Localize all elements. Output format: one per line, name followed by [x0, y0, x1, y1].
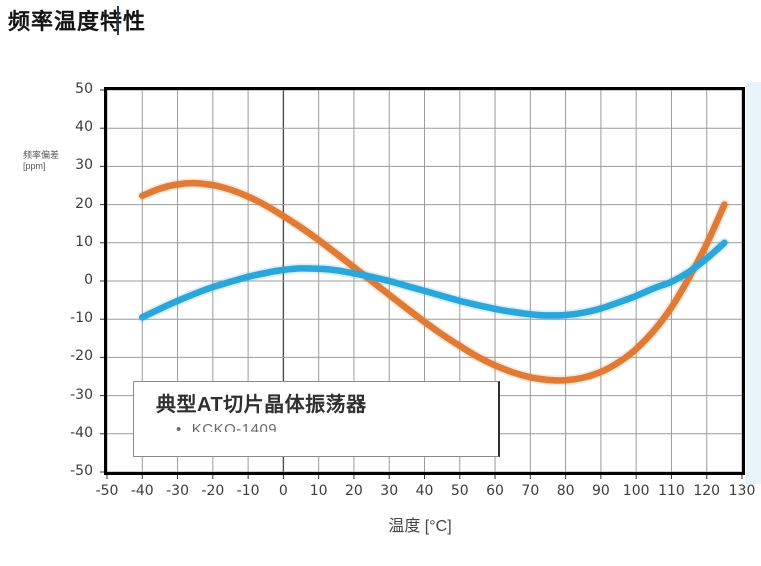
x-tick-label: 130 — [728, 483, 756, 499]
y-tick-label: 40 — [75, 119, 93, 136]
legend-item-text: KCKO-1409 — [191, 421, 278, 432]
y-tick-label: -20 — [70, 348, 93, 365]
legend-item-clipped: • KCKO-1409 — [176, 420, 456, 432]
legend-box: 典型AT切片晶体振荡器 • KCKO-1409 — [133, 381, 500, 457]
x-tick-label: 100 — [622, 483, 650, 499]
edge-artifact — [746, 82, 761, 484]
x-tick-label: 50 — [450, 483, 469, 499]
y-tick-label: -10 — [70, 310, 93, 327]
x-tick-label: -50 — [95, 483, 119, 499]
x-tick-label: 30 — [380, 483, 399, 499]
y-tick-label: -40 — [70, 424, 93, 441]
y-tick-label: 30 — [75, 157, 93, 174]
x-tick-label: 60 — [486, 483, 504, 499]
y-tick-label: 0 — [84, 272, 93, 288]
x-tick-label: 70 — [521, 483, 540, 499]
text-cursor — [117, 6, 119, 35]
legend-item: • KCKO-1409 — [176, 420, 456, 432]
legend-title: 典型AT切片晶体振荡器 — [156, 394, 367, 416]
series-curve-0 — [139, 179, 728, 384]
x-tick-label: 120 — [693, 483, 721, 499]
x-tick-label: -30 — [166, 483, 189, 499]
x-tick-label: -10 — [236, 483, 260, 499]
x-tick-label: 20 — [345, 483, 363, 499]
x-tick-label: 90 — [591, 483, 610, 499]
y-axis-label: 频率偏差 [ppm] — [23, 150, 83, 173]
series-curve-1 — [139, 239, 728, 321]
y-axis-label-line2: [ppm] — [23, 161, 46, 172]
x-tick-label: 40 — [415, 483, 434, 499]
bullet-icon: • — [176, 421, 182, 432]
y-tick-label: 20 — [75, 195, 93, 212]
y-tick-label: -30 — [70, 386, 93, 403]
x-tick-label: 10 — [309, 483, 328, 499]
x-tick-label: 0 — [278, 483, 288, 499]
y-axis-label-line1: 频率偏差 — [23, 150, 60, 160]
x-axis-label: 温度 [°C] — [388, 518, 452, 535]
y-tick-label: -50 — [70, 463, 93, 479]
page-title: 频率温度特性 — [8, 9, 147, 34]
x-tick-label: 80 — [556, 483, 575, 499]
x-tick-label: -40 — [130, 483, 154, 499]
y-tick-label: 10 — [75, 233, 93, 250]
x-tick-label: 110 — [658, 483, 685, 499]
x-tick-label: -20 — [201, 483, 225, 499]
y-tick-label: 50 — [75, 81, 93, 97]
plot-frame — [104, 87, 745, 475]
